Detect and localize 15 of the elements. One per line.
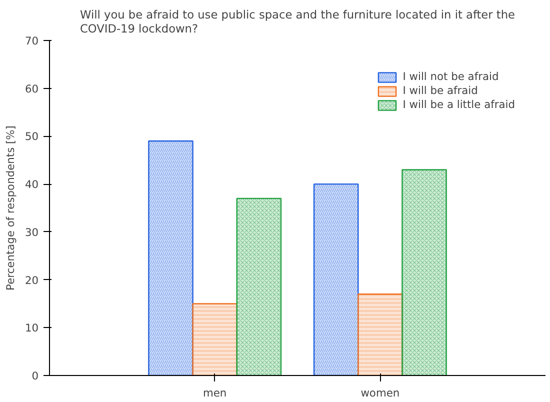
- y-tick-label: 60: [24, 82, 39, 96]
- chart-title: Will you be afraid to use public space and the furniture located in it after the COVID-19 lockdown?: [80, 8, 516, 36]
- x-tick-label: men: [202, 386, 227, 400]
- y-tick-label: 0: [32, 370, 39, 382]
- y-tick-label: 10: [24, 322, 39, 335]
- x-tick-label: women: [360, 386, 400, 400]
- y-tick-label: 70: [24, 34, 39, 48]
- y-tick-label: 50: [24, 130, 39, 144]
- y-axis-title: Percentage of respondents [%]: [4, 126, 17, 290]
- legend-label: I will be afraid: [402, 84, 478, 97]
- y-tick-label: 40: [24, 178, 39, 192]
- legend-label: I will be a little afraid: [402, 98, 515, 111]
- legend-label: I will not be afraid: [402, 70, 499, 83]
- y-tick-label: 20: [24, 274, 39, 287]
- y-tick-label: 30: [24, 226, 39, 239]
